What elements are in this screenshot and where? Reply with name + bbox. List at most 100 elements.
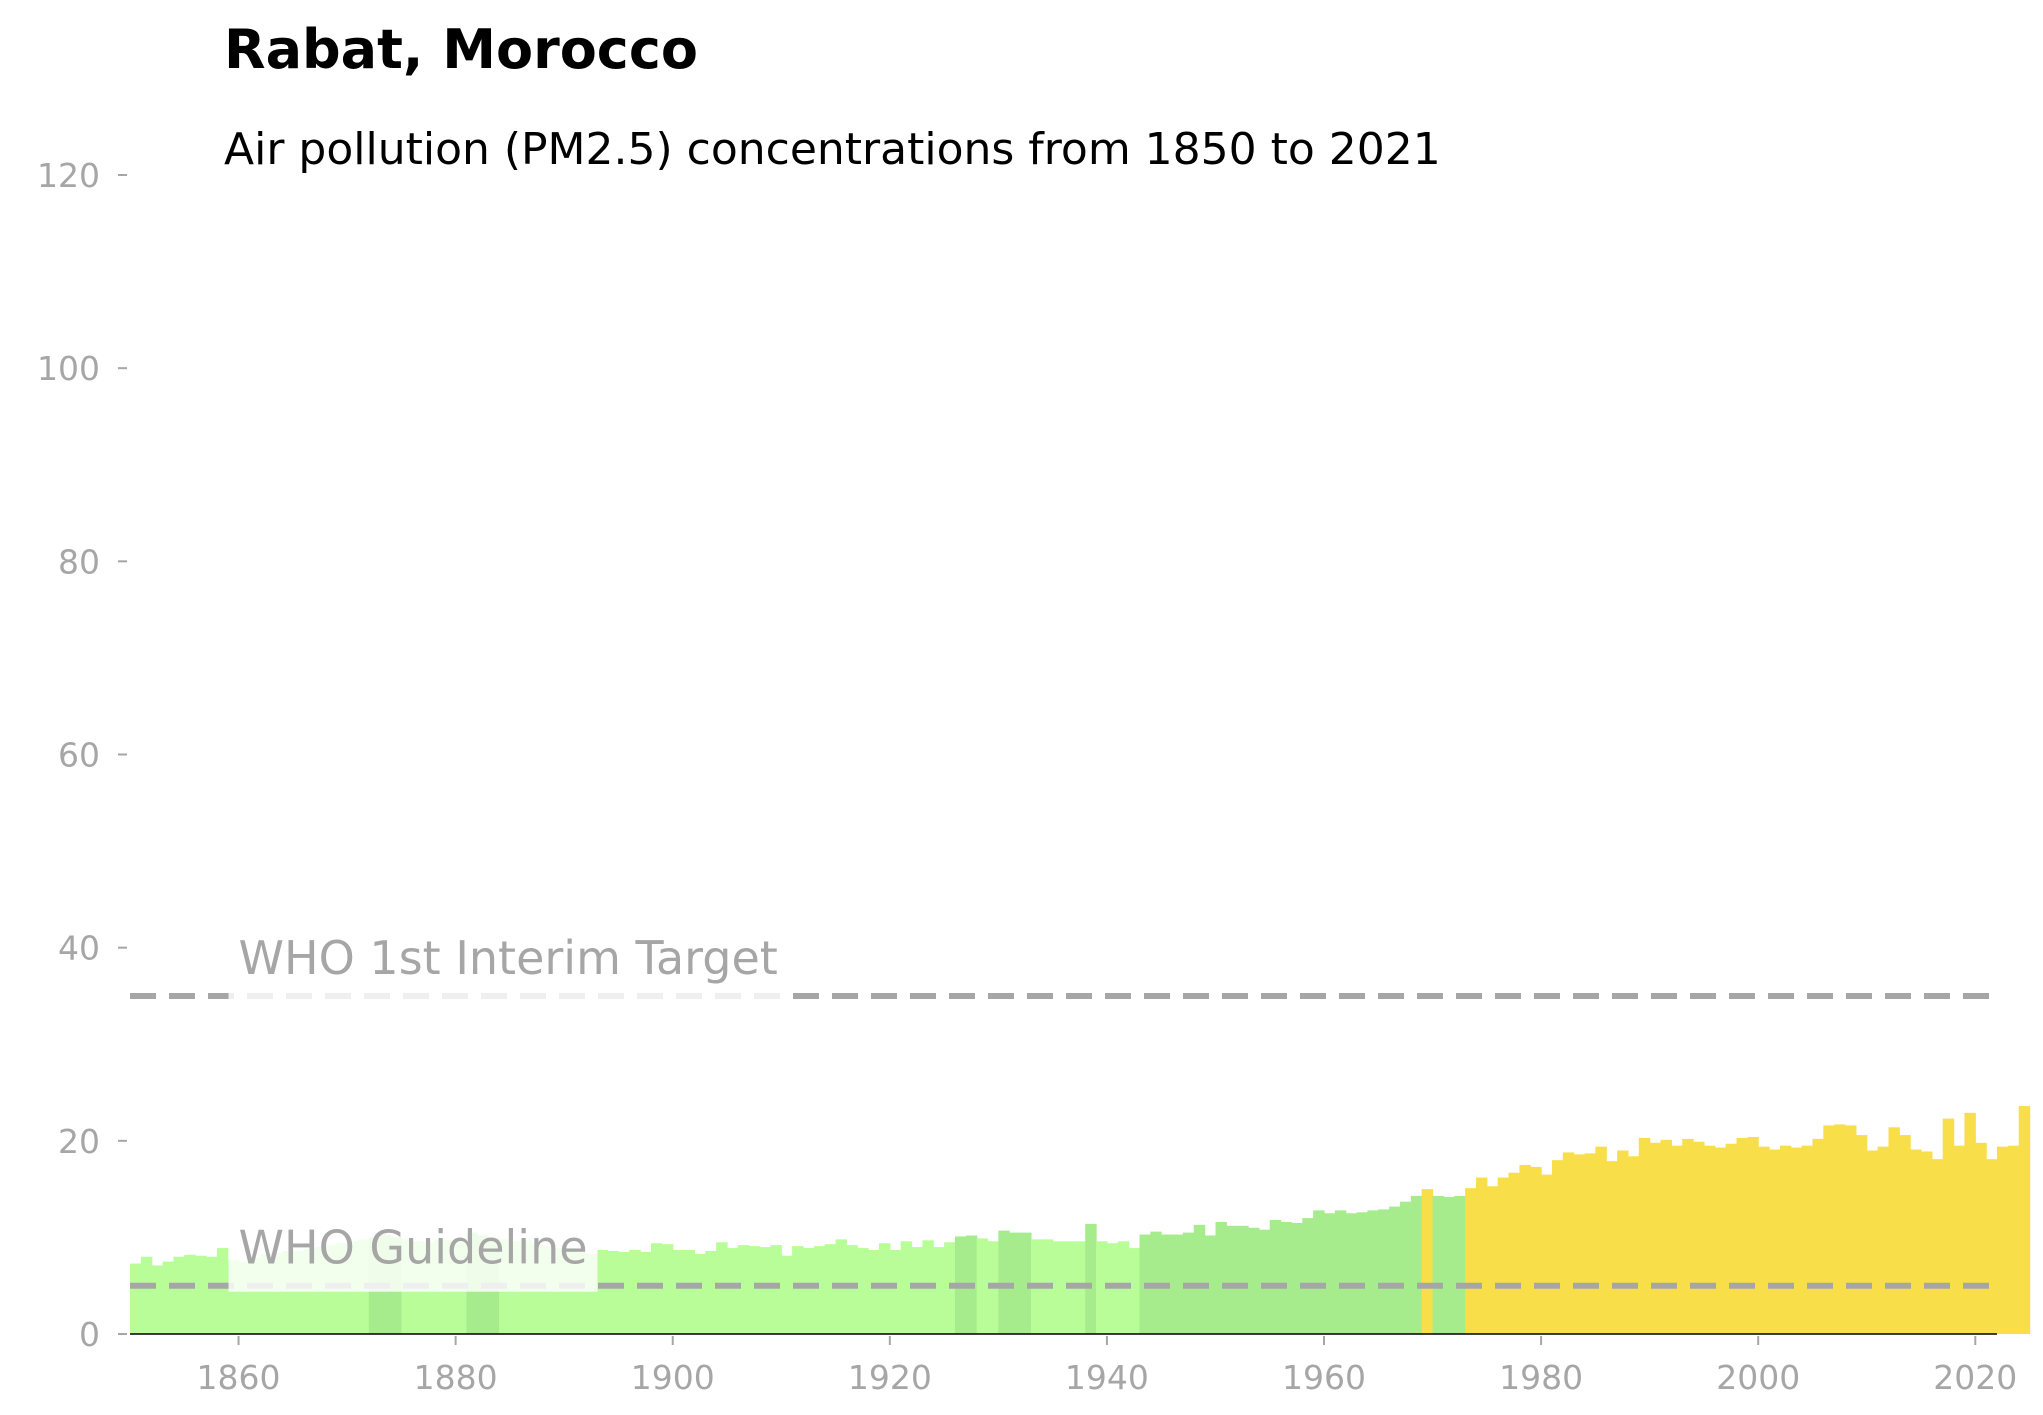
bar-1910 xyxy=(781,1255,793,1334)
bar-1952 xyxy=(1237,1225,1249,1334)
bar-1997 xyxy=(1725,1143,1738,1334)
bar-1860 xyxy=(238,1261,251,1334)
bar-1905 xyxy=(727,1248,739,1334)
bar-2021 xyxy=(1986,1159,1998,1334)
bar-1987 xyxy=(1617,1150,1629,1334)
bar-2020 xyxy=(1975,1142,1987,1334)
bar-1998 xyxy=(1736,1137,1748,1334)
y-tick-label-0: 0 xyxy=(79,1315,100,1354)
bar-1931 xyxy=(1009,1232,1021,1334)
bar-1957 xyxy=(1291,1222,1303,1334)
reference-lines: WHO 1st Interim Target WHO Guideline xyxy=(130,925,1997,1292)
bar-1916 xyxy=(846,1245,858,1334)
bar-1953 xyxy=(1248,1227,1260,1334)
bar-1899 xyxy=(661,1244,674,1334)
bar-1955 xyxy=(1269,1220,1282,1334)
x-tick-label-1960: 1960 xyxy=(1282,1358,1366,1397)
bar-1992 xyxy=(1671,1145,1683,1334)
x-tick-label-1880: 1880 xyxy=(414,1358,498,1397)
bar-2007 xyxy=(1834,1124,1846,1334)
bar-1856 xyxy=(195,1255,207,1334)
x-tick-label-2020: 2020 xyxy=(1933,1358,2017,1397)
bar-1961 xyxy=(1334,1210,1347,1334)
bar-1985 xyxy=(1595,1146,1607,1334)
bar-1984 xyxy=(1584,1153,1596,1334)
bar-1855 xyxy=(184,1254,196,1334)
bar-2008 xyxy=(1845,1125,1857,1334)
y-tick-label-20: 20 xyxy=(58,1122,100,1161)
bar-1908 xyxy=(759,1247,772,1334)
bar-1863 xyxy=(271,1252,283,1334)
bar-1906 xyxy=(737,1245,750,1334)
bar-1858 xyxy=(216,1248,229,1334)
bar-1922 xyxy=(911,1247,923,1334)
bar-1913 xyxy=(813,1246,826,1334)
bar-1973 xyxy=(1465,1188,1477,1334)
bar-1896 xyxy=(629,1249,641,1334)
bar-1963 xyxy=(1356,1212,1369,1334)
y-tick-label-60: 60 xyxy=(58,736,100,775)
bar-1999 xyxy=(1747,1136,1759,1334)
bar-1996 xyxy=(1714,1147,1727,1334)
bar-1854 xyxy=(173,1256,185,1334)
bar-1993 xyxy=(1682,1138,1694,1334)
bar-2014 xyxy=(1910,1149,1922,1334)
bar-1853 xyxy=(162,1261,175,1334)
bar-1861 xyxy=(249,1257,261,1334)
bar-1979 xyxy=(1530,1166,1542,1334)
x-axis: 1860 1880 1900 1920 1940 1960 1980 2000 2020 xyxy=(197,1336,2017,1397)
bar-2011 xyxy=(1877,1146,1890,1334)
bar-1901 xyxy=(683,1249,696,1334)
bar-1942 xyxy=(1128,1248,1141,1334)
bar-2018 xyxy=(1953,1145,1966,1334)
bar-1857 xyxy=(205,1256,218,1334)
bar-1900 xyxy=(672,1249,685,1334)
bar-1865 xyxy=(292,1250,305,1334)
x-tick-label-1980: 1980 xyxy=(1499,1358,1583,1397)
bar-1928 xyxy=(976,1238,989,1334)
bar-1903 xyxy=(705,1250,717,1334)
bar-1895 xyxy=(618,1251,630,1334)
chart-subtitle: Air pollution (PM2.5) concentrations fro… xyxy=(224,124,1441,175)
bar-2016 xyxy=(1931,1159,1944,1334)
bar-2015 xyxy=(1921,1151,1933,1334)
bar-2012 xyxy=(1888,1127,1900,1334)
bar-1978 xyxy=(1519,1164,1531,1334)
x-tick-label-1860: 1860 xyxy=(197,1358,281,1397)
bar-1911 xyxy=(792,1246,804,1334)
bar-1949 xyxy=(1204,1235,1217,1334)
bar-1950 xyxy=(1215,1221,1227,1334)
x-tick-label-1900: 1900 xyxy=(631,1358,715,1397)
bar-1909 xyxy=(770,1245,782,1334)
bar-1954 xyxy=(1258,1229,1271,1334)
bar-2004 xyxy=(1801,1145,1814,1334)
reference-line-label-0: WHO 1st Interim Target xyxy=(239,931,778,985)
bar-2019 xyxy=(1964,1112,1976,1334)
bar-1969 xyxy=(1421,1189,1434,1334)
bar-2017 xyxy=(1942,1118,1955,1334)
bar-1935 xyxy=(1052,1241,1065,1334)
bar-1938 xyxy=(1085,1223,1097,1334)
y-axis: 0 20 40 60 80 100 120 xyxy=(37,156,127,1354)
bar-2009 xyxy=(1855,1135,1868,1334)
bar-2023 xyxy=(2007,1145,2020,1334)
bar-2013 xyxy=(1899,1135,1911,1334)
bar-1862 xyxy=(260,1253,272,1334)
bar-1977 xyxy=(1508,1172,1520,1334)
reference-label-box-1 xyxy=(228,1215,598,1292)
bar-2010 xyxy=(1866,1150,1879,1334)
bar-1892 xyxy=(585,1253,598,1334)
bar-1975 xyxy=(1486,1186,1499,1334)
bar-1970 xyxy=(1432,1195,1445,1334)
bar-1891 xyxy=(575,1251,587,1334)
bar-1962 xyxy=(1345,1213,1358,1334)
bar-1974 xyxy=(1475,1177,1488,1334)
y-tick-label-120: 120 xyxy=(37,156,100,195)
bar-1907 xyxy=(748,1246,761,1334)
bar-1991 xyxy=(1660,1139,1672,1334)
bar-1988 xyxy=(1627,1156,1640,1334)
bar-2001 xyxy=(1769,1149,1781,1334)
bar-1958 xyxy=(1302,1218,1314,1334)
bar-1851 xyxy=(140,1256,153,1334)
bar-1864 xyxy=(281,1250,294,1334)
